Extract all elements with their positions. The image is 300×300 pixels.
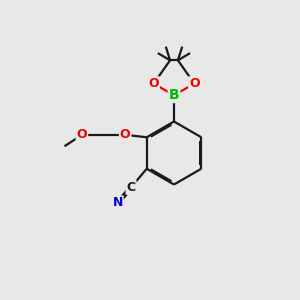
Text: O: O	[120, 128, 130, 141]
Text: B: B	[169, 88, 179, 102]
Text: C: C	[127, 181, 136, 194]
Text: O: O	[148, 77, 159, 90]
Text: O: O	[189, 77, 200, 90]
Text: N: N	[112, 196, 123, 209]
Text: O: O	[76, 128, 87, 141]
